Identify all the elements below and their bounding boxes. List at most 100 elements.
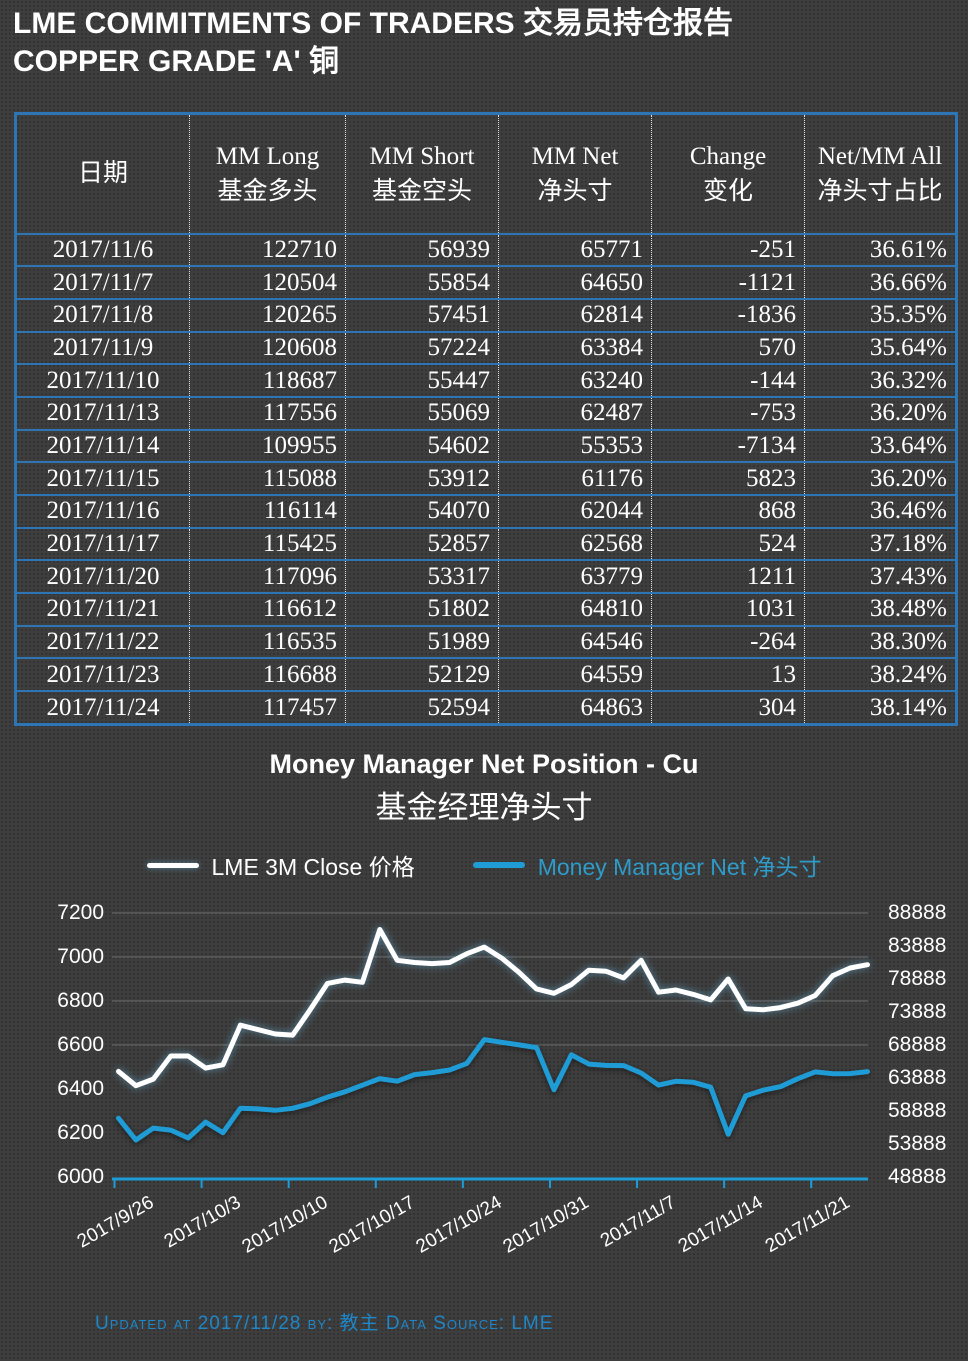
left-axis-tick-label: 6600 — [57, 1033, 104, 1056]
cell-date: 2017/11/15 — [46, 464, 160, 492]
cell-value: 62568 — [498, 527, 652, 561]
chart-legend: LME 3M Close 价格 Money Manager Net 净头寸 — [0, 848, 968, 882]
table-row: 2017/11/15 115088 53912 61176 5823 36.20% — [15, 462, 957, 495]
left-axis-tick-label: 6400 — [57, 1077, 104, 1100]
cell-date: 2017/11/20 — [46, 562, 160, 590]
cell-value: 115425 — [189, 527, 346, 561]
report-title-line2: COPPER GRADE 'A' 铜 — [13, 45, 339, 78]
table-row: 2017/11/21 116612 51802 64810 1031 38.48% — [15, 593, 957, 626]
cell-value: 63240 — [498, 364, 652, 397]
cell-date: 2017/11/7 — [52, 268, 154, 296]
table-row: 2017/11/14 109955 54602 55353 -7134 33.64% — [15, 429, 957, 463]
table-row: 2017/11/17 115425 52857 62568 524 37.18% — [15, 527, 957, 561]
cell-value: 117556 — [189, 396, 346, 430]
cell-value: 116114 — [189, 495, 346, 528]
left-axis-tick-label: 6000 — [57, 1165, 104, 1188]
right-axis-tick-label: 83888 — [888, 934, 947, 957]
cell-value: 1031 — [651, 593, 805, 626]
chart-title: Money Manager Net Position - Cu — [269, 749, 699, 779]
right-axis-tick-label: 48888 — [888, 1165, 947, 1188]
cell-value: -251 — [651, 233, 805, 267]
table-header-cell: MM Short 基金空头 — [345, 113, 499, 235]
cell-value: 37.43% — [804, 560, 957, 594]
cell-value: 64546 — [498, 625, 652, 659]
legend-label-net: Money Manager Net 净头寸 — [537, 854, 822, 880]
legend-item-net: Money Manager Net 净头寸 — [472, 848, 822, 882]
cell-value: 37.18% — [804, 527, 957, 561]
right-axis-tick-label: 88888 — [888, 901, 947, 924]
cell-value: 53317 — [345, 560, 499, 594]
cell-value: 38.14% — [804, 691, 957, 725]
cell-value: 116612 — [189, 593, 346, 626]
table-row: 2017/11/10 118687 55447 63240 -144 36.32% — [15, 364, 957, 397]
cell-value: -144 — [651, 364, 805, 397]
price-line-series — [116, 927, 870, 1089]
right-axis-tick-label: 68888 — [888, 1033, 947, 1056]
report-header: LME COMMITMENTS OF TRADERS 交易员持仓报告 COPPE… — [13, 5, 733, 81]
cell-value: 120265 — [189, 298, 346, 332]
net-line-swatch-icon — [472, 862, 525, 868]
cell-value: 65771 — [498, 233, 652, 267]
table-row: 2017/11/13 117556 55069 62487 -753 36.20% — [15, 396, 957, 430]
cell-value: 64650 — [498, 266, 652, 299]
right-axis-tick-label: 58888 — [888, 1099, 947, 1122]
legend-label-price: LME 3M Close 价格 — [211, 854, 415, 880]
cell-value: -1121 — [651, 266, 805, 299]
cell-value: 524 — [651, 527, 805, 561]
left-axis-tick-label: 6200 — [57, 1121, 104, 1144]
table-body: 2017/11/6 122710 56939 65771 -251 36.61% 2017/… — [15, 233, 957, 725]
cell-date: 2017/11/21 — [46, 595, 160, 623]
cell-value: 54070 — [345, 495, 499, 528]
cell-value: 57451 — [345, 298, 499, 332]
cell-date: 2017/11/13 — [46, 399, 160, 427]
cell-value: 117457 — [189, 691, 346, 725]
cell-value: 36.66% — [804, 266, 957, 299]
cell-value: 1211 — [651, 560, 805, 594]
left-axis-tick-label: 6800 — [57, 989, 104, 1012]
table-row: 2017/11/8 120265 57451 62814 -1836 35.35% — [15, 298, 957, 332]
chart-subtitle: 基金经理净头寸 — [375, 790, 593, 825]
cell-value: 570 — [651, 331, 805, 365]
table-header-row: 日期 MM Long 基金多头 MM Short 基金空头 MM Net 净头寸 Change… — [15, 113, 957, 235]
table-header-cell: Net/MM All 净头寸占比 — [804, 113, 957, 235]
right-axis-tick-label: 73888 — [888, 1000, 947, 1023]
cot-table: 日期 MM Long 基金多头 MM Short 基金空头 MM Net 净头寸 Change… — [14, 112, 958, 726]
table-header-cell: MM Long 基金多头 — [189, 113, 346, 235]
cell-value: 120504 — [189, 266, 346, 299]
cell-value: 52129 — [345, 658, 499, 692]
right-axis-tick-label: 78888 — [888, 967, 947, 990]
cell-value: 55069 — [345, 396, 499, 430]
cell-value: 36.20% — [804, 462, 957, 495]
table-row: 2017/11/20 117096 53317 63779 1211 37.43% — [15, 560, 957, 594]
cell-value: 36.20% — [804, 396, 957, 430]
footer-note: Updated at 2017/11/28 by: 教主 Data Source… — [95, 1313, 554, 1334]
cell-value: -1836 — [651, 298, 805, 332]
cell-value: 38.24% — [804, 658, 957, 692]
cell-value: 109955 — [189, 429, 346, 463]
cell-value: 117096 — [189, 560, 346, 594]
cell-value: 116688 — [189, 658, 346, 692]
cell-value: 13 — [651, 658, 805, 692]
cell-value: 55353 — [498, 429, 652, 463]
table-row: 2017/11/23 116688 52129 64559 13 38.24% — [15, 658, 957, 692]
legend-item-price: LME 3M Close 价格 — [146, 848, 415, 882]
cell-value: 64863 — [498, 691, 652, 725]
report-title-line1: LME COMMITMENTS OF TRADERS 交易员持仓报告 — [13, 7, 733, 40]
cell-value: 115088 — [189, 462, 346, 495]
cell-value: 55854 — [345, 266, 499, 299]
table-row: 2017/11/7 120504 55854 64650 -1121 36.66% — [15, 266, 957, 299]
cell-value: 53912 — [345, 462, 499, 495]
cell-value: 64559 — [498, 658, 652, 692]
cell-value: 120608 — [189, 331, 346, 365]
cell-value: -264 — [651, 625, 805, 659]
table-header-cell: MM Net 净头寸 — [498, 113, 652, 235]
cell-value: 57224 — [345, 331, 499, 365]
cell-value: 38.30% — [804, 625, 957, 659]
cell-value: 62814 — [498, 298, 652, 332]
cell-value: 56939 — [345, 233, 499, 267]
cell-value: 35.35% — [804, 298, 957, 332]
cell-date: 2017/11/24 — [46, 693, 160, 721]
cell-value: 62044 — [498, 495, 652, 528]
table-header-cell: 日期 — [15, 113, 190, 235]
cell-date: 2017/11/8 — [52, 301, 154, 329]
